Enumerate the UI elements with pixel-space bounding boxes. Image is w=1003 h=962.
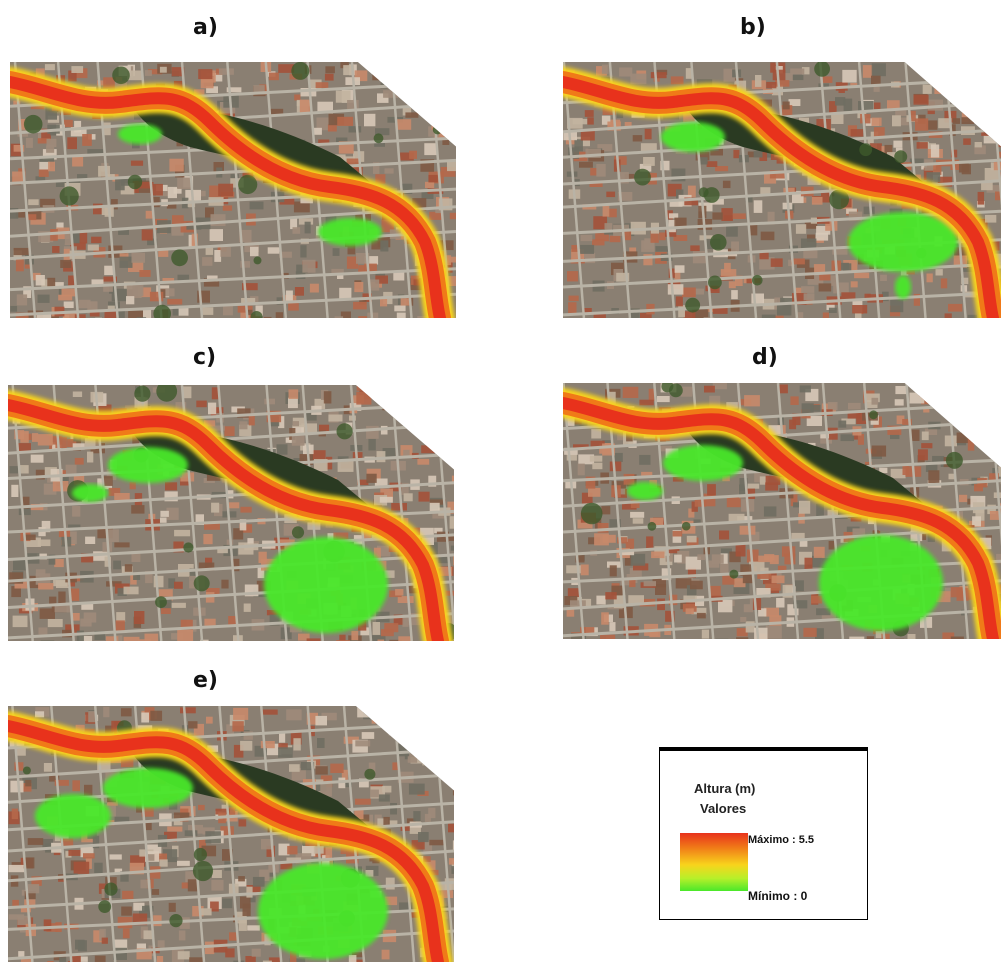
map-c-svg — [8, 385, 454, 641]
map-e-svg — [8, 706, 454, 962]
legend-title: Altura (m) — [694, 781, 756, 796]
flood-area — [258, 863, 388, 959]
flood-area — [819, 535, 943, 631]
legend-min-label: Mínimo : 0 — [748, 889, 808, 903]
river-core — [563, 76, 999, 318]
map-b-svg — [563, 62, 1001, 318]
map-panel-d — [563, 383, 1001, 639]
panel-label-d: d) — [752, 345, 778, 370]
map-panel-b — [563, 62, 1001, 318]
panel-label-c: c) — [193, 345, 217, 370]
flood-area — [118, 124, 162, 144]
flood-area — [72, 484, 108, 502]
map-panel-a — [10, 62, 456, 318]
flood-area — [318, 218, 382, 246]
flood-area — [661, 122, 725, 152]
legend-subtitle: Valores — [700, 801, 747, 816]
map-panel-c — [8, 385, 454, 641]
legend-color-ramp — [680, 833, 748, 891]
flood-area — [108, 447, 188, 483]
flood-area — [895, 275, 911, 299]
flood-area — [627, 482, 663, 500]
panel-label-a: a) — [193, 15, 218, 40]
flood-area — [35, 794, 111, 838]
map-a-svg — [10, 62, 456, 318]
map-panel-e — [8, 706, 454, 962]
river-core — [10, 76, 446, 318]
flood-area — [663, 445, 743, 481]
legend-max-label: Máximo : 5.5 — [748, 834, 815, 846]
river-core — [563, 397, 999, 639]
legend: Altura (m) Valores Máximo : 5.5 Mínimo :… — [659, 747, 868, 920]
flood-area — [264, 537, 388, 633]
flood-area — [103, 768, 193, 808]
legend-top-border — [659, 747, 868, 751]
river-core — [8, 399, 444, 641]
panel-label-e: e) — [193, 668, 218, 693]
flood-area — [848, 212, 958, 272]
panel-label-b: b) — [740, 15, 766, 40]
map-d-svg — [563, 383, 1001, 639]
river-core — [8, 720, 444, 962]
